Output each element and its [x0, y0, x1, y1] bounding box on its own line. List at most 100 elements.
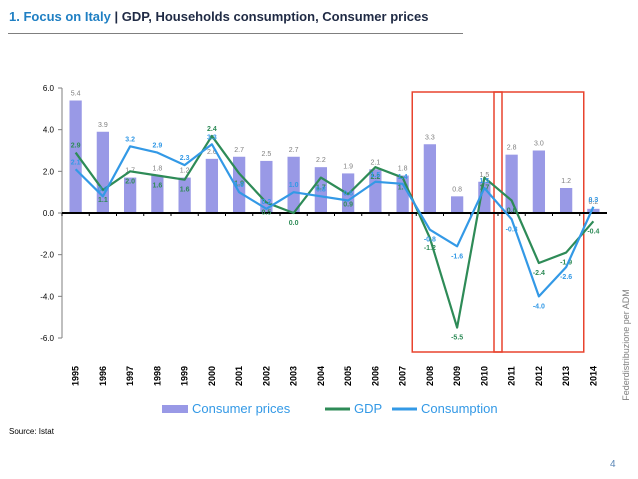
bar-value-label: 5.4 — [71, 91, 81, 98]
gdp-value-label: 1.7 — [398, 185, 408, 192]
consumption-value-label: 3.2 — [125, 136, 135, 143]
consumption-value-label: -0.3 — [506, 226, 518, 233]
legend-swatch-consumer-prices — [162, 405, 188, 413]
bar-consumer-prices — [205, 158, 219, 213]
consumption-value-label: 2.9 — [153, 143, 163, 150]
legend-label-gdp: GDP — [354, 401, 382, 416]
consumption-value-label: 1.0 — [289, 182, 299, 189]
bar-value-label: 0.8 — [452, 186, 462, 193]
bar-value-label: 2.7 — [234, 147, 244, 154]
bar-consumer-prices — [178, 177, 191, 213]
consumption-value-label: -0.8 — [424, 237, 436, 244]
bar-consumer-prices — [123, 177, 137, 213]
gdp-value-label: 2.2 — [371, 174, 381, 181]
gdp-value-label: -0.4 — [587, 228, 599, 235]
bar-value-label: 2.6 — [207, 149, 217, 156]
y-tick-label: -4.0 — [40, 292, 54, 301]
bar-value-label: 1.8 — [153, 166, 163, 173]
x-tick-label: 2000 — [207, 366, 217, 386]
title-separator: | — [110, 9, 122, 24]
bar-value-label: 1.2 — [561, 178, 571, 185]
x-tick-label: 2001 — [234, 366, 244, 386]
consumption-value-label: 1.5 — [371, 172, 381, 179]
gdp-value-label: -1.9 — [560, 260, 572, 267]
consumption-value-label: 2.1 — [71, 159, 81, 166]
bar-consumer-prices — [69, 100, 82, 213]
x-tick-label: 2008 — [425, 366, 435, 386]
bar-consumer-prices — [396, 175, 409, 213]
x-tick-label: 2006 — [370, 366, 380, 386]
bar-value-label: 0.2 — [589, 199, 599, 206]
bar-value-label: 1.5 — [480, 172, 490, 179]
gdp-value-label: 0.0 — [289, 220, 299, 227]
bar-value-label: 1.2 — [180, 168, 190, 175]
x-tick-label: 2002 — [261, 366, 271, 386]
bar-value-label: 2.1 — [371, 159, 381, 166]
source-note: Source: Istat — [9, 427, 54, 436]
gdp-value-label: 1.1 — [98, 197, 108, 204]
gdp-value-label: 2.9 — [71, 143, 81, 150]
consumption-value-label: 0.6 — [343, 191, 353, 198]
x-tick-label: 2011 — [507, 366, 517, 386]
gdp-value-label: 1.7 — [316, 185, 326, 192]
bar-value-label: 1.8 — [398, 166, 408, 173]
consumption-value-label: -2.6 — [560, 274, 572, 281]
bar-value-label: 3.3 — [425, 134, 435, 141]
bar-value-label: 2.7 — [289, 147, 299, 154]
bar-value-label: 2.5 — [262, 151, 272, 158]
x-tick-label: 1995 — [71, 366, 81, 386]
x-tick-label: 1999 — [180, 366, 190, 386]
bar-consumer-prices — [532, 150, 546, 213]
consumption-value-label: -4.0 — [533, 303, 545, 310]
x-tick-label: 1997 — [125, 366, 135, 386]
bar-consumer-prices — [505, 154, 518, 213]
gdp-value-label: 1.6 — [180, 187, 190, 194]
gdp-value-label: 2.0 — [125, 178, 135, 185]
x-tick-label: 2012 — [534, 366, 544, 386]
bar-value-label: 2.8 — [507, 145, 517, 152]
consumption-value-label: 0.8 — [98, 186, 108, 193]
title-rest: GDP, Households consumption, Consumer pr… — [121, 9, 429, 24]
x-tick-label: 1998 — [152, 366, 162, 386]
bar-value-label: 3.0 — [534, 141, 544, 148]
y-tick-label: 0.0 — [43, 209, 55, 218]
bar-consumer-prices — [559, 188, 573, 213]
gdp-value-label: 1.6 — [153, 183, 163, 190]
consumption-value-label: 0.2 — [262, 199, 272, 206]
x-tick-label: 2005 — [343, 366, 353, 386]
bar-consumer-prices — [369, 169, 382, 213]
x-tick-label: 2003 — [289, 366, 299, 386]
x-tick-label: 2010 — [479, 366, 489, 386]
side-label: Federdistribuzione per ADM — [621, 289, 631, 401]
x-tick-label: 2009 — [452, 366, 462, 386]
line-gdp — [74, 134, 595, 329]
consumption-value-label: 3.3 — [207, 134, 217, 141]
legend-label-consumption: Consumption — [421, 401, 498, 416]
bar-consumer-prices — [151, 175, 164, 213]
highlight-box — [493, 91, 585, 353]
y-tick-label: 4.0 — [43, 126, 55, 135]
gdp-value-label: 0.9 — [343, 201, 353, 208]
gdp-value-label: 1.9 — [234, 180, 244, 187]
y-tick-label: 2.0 — [43, 167, 55, 176]
bar-consumer-prices — [587, 208, 600, 213]
bar-value-label: 1.9 — [343, 163, 353, 170]
y-tick-label: -2.0 — [40, 251, 54, 260]
y-tick-label: -6.0 — [40, 334, 54, 343]
page-title: 1. Focus on Italy | GDP, Households cons… — [9, 9, 429, 24]
consumption-value-label: 0.3 — [589, 197, 599, 204]
x-tick-label: 2007 — [398, 366, 408, 386]
bar-consumer-prices — [287, 156, 300, 213]
consumption-value-label: 1.4 — [398, 174, 408, 181]
line-consumption — [74, 143, 595, 298]
title-accent: 1. Focus on Italy — [9, 9, 111, 24]
gdp-value-label: -5.5 — [451, 335, 463, 342]
x-tick-label: 2014 — [588, 366, 598, 386]
x-tick-label: 2013 — [561, 366, 571, 386]
bar-value-label: 3.9 — [98, 122, 108, 129]
gdp-value-label: 0.6 — [507, 208, 517, 215]
bar-consumer-prices — [423, 144, 437, 213]
consumption-value-label: -1.6 — [451, 253, 463, 260]
gdp-value-label: -1.2 — [424, 245, 436, 252]
